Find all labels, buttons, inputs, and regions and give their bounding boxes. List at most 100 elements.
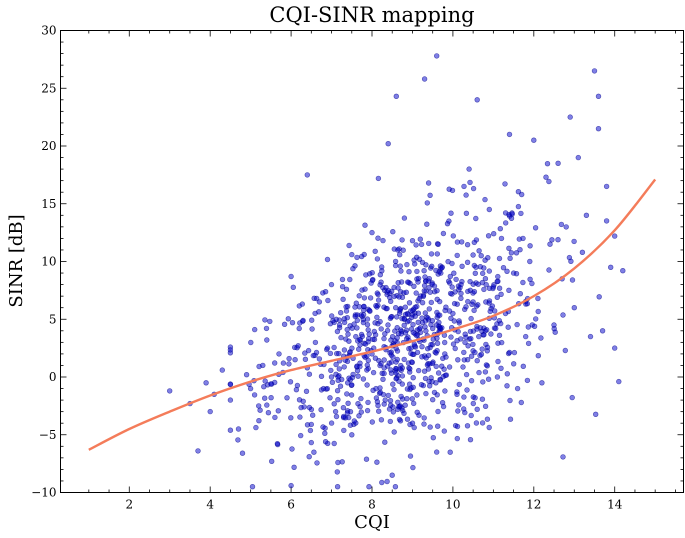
- data-point: [281, 321, 288, 327]
- y-tick-label: 30: [41, 24, 56, 38]
- data-point: [428, 299, 434, 306]
- data-point: [335, 377, 341, 384]
- data-point: [333, 361, 339, 368]
- data-point: [430, 435, 436, 441]
- data-point: [482, 328, 488, 334]
- data-point: [414, 392, 420, 398]
- data-point: [409, 396, 415, 402]
- data-point: [390, 354, 396, 360]
- data-point: [362, 222, 368, 228]
- data-point: [296, 303, 302, 309]
- data-point: [465, 343, 471, 349]
- data-point: [354, 317, 360, 324]
- data-point: [474, 358, 480, 364]
- data-point: [393, 370, 399, 376]
- data-point: [413, 290, 419, 296]
- data-point: [275, 408, 281, 414]
- data-point: [454, 423, 461, 430]
- data-point: [343, 304, 349, 310]
- data-point: [447, 290, 454, 297]
- data-point: [502, 181, 508, 187]
- data-point: [329, 313, 335, 319]
- data-point: [357, 336, 363, 343]
- data-point: [483, 282, 489, 288]
- data-point: [195, 448, 201, 454]
- data-point: [599, 328, 606, 334]
- data-point: [503, 220, 509, 226]
- data-point: [448, 210, 454, 216]
- data-point: [296, 325, 302, 332]
- data-point: [411, 400, 417, 407]
- data-point: [460, 364, 466, 370]
- data-point: [381, 335, 387, 342]
- data-point: [482, 276, 489, 282]
- data-point: [263, 325, 270, 332]
- data-point: [274, 441, 281, 447]
- data-point: [392, 484, 399, 490]
- data-point: [517, 291, 523, 297]
- data-point: [292, 357, 298, 363]
- data-point: [410, 321, 416, 328]
- data-point: [261, 384, 267, 390]
- data-point: [256, 403, 262, 409]
- data-point: [328, 281, 335, 288]
- axis-ticks: 2 4 6 8 10 12 14 −10 −5 0 5 10 15 20 25 30: [31, 24, 684, 512]
- data-point: [472, 270, 478, 276]
- data-point: [349, 251, 355, 258]
- data-point: [476, 333, 482, 340]
- data-point: [440, 230, 447, 237]
- x-tick-label: 14: [607, 498, 623, 512]
- data-point: [424, 362, 431, 368]
- data-point: [369, 229, 375, 236]
- data-point: [354, 368, 361, 374]
- data-point: [288, 415, 294, 421]
- data-point: [298, 432, 304, 439]
- data-point: [339, 276, 346, 283]
- data-point: [407, 366, 413, 372]
- data-point: [295, 343, 301, 349]
- data-point: [496, 332, 503, 338]
- data-point: [428, 341, 434, 348]
- data-point: [306, 454, 312, 460]
- data-point: [434, 288, 440, 294]
- data-point: [571, 305, 577, 311]
- data-point: [562, 347, 568, 354]
- data-point: [405, 360, 412, 366]
- data-point: [529, 280, 535, 287]
- data-point: [350, 266, 356, 272]
- data-point: [495, 358, 501, 365]
- data-point: [455, 328, 461, 335]
- data-point: [406, 269, 412, 275]
- data-point: [443, 372, 450, 378]
- data-point: [391, 246, 397, 252]
- data-point: [358, 395, 364, 402]
- data-point: [265, 410, 272, 416]
- data-point: [235, 426, 242, 432]
- data-point: [508, 250, 515, 256]
- data-point: [316, 356, 323, 362]
- data-point: [297, 414, 303, 420]
- data-point: [494, 294, 500, 300]
- data-point: [453, 276, 459, 283]
- data-point: [351, 418, 357, 424]
- y-tick-label: 5: [49, 312, 57, 326]
- data-point: [349, 325, 355, 331]
- data-point: [391, 429, 397, 435]
- data-point: [341, 427, 347, 434]
- data-point: [390, 381, 396, 387]
- data-point: [260, 362, 266, 369]
- data-point: [404, 261, 410, 268]
- data-point: [393, 305, 399, 311]
- data-point: [346, 338, 352, 344]
- data-point: [467, 437, 474, 443]
- data-point: [451, 270, 457, 276]
- data-point: [603, 218, 610, 224]
- data-point: [262, 395, 268, 401]
- data-point: [411, 283, 417, 289]
- data-point: [373, 385, 379, 392]
- data-point: [235, 437, 241, 443]
- data-point: [359, 287, 365, 293]
- data-point: [433, 350, 439, 356]
- data-point: [378, 361, 384, 367]
- x-tick-label: 6: [287, 498, 295, 512]
